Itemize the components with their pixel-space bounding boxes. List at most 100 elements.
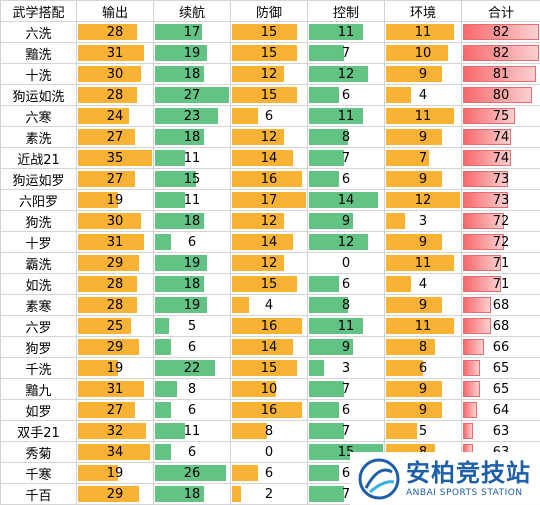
combo-name: 六寒: [0, 105, 77, 127]
output-cell: 19: [76, 462, 154, 484]
control-bar: [309, 402, 339, 418]
watermark: 安柏竞技站 ANBAI SPORTS STATION: [350, 452, 540, 505]
environment-value: 9: [418, 403, 428, 418]
sustain-cell: 18: [153, 210, 231, 232]
sustain-cell: 11: [153, 147, 231, 169]
sustain-bar: [155, 486, 204, 502]
total-value: 64: [492, 403, 510, 418]
sustain-bar: [155, 192, 185, 208]
output-bar: [78, 486, 139, 502]
sustain-value: 27: [183, 88, 201, 103]
control-value: 12: [337, 235, 355, 250]
sustain-value: 6: [187, 235, 197, 250]
sustain-value: 18: [183, 214, 201, 229]
environment-bar: [386, 360, 423, 376]
defense-value: 4: [264, 298, 274, 313]
sustain-cell: 15: [153, 168, 231, 190]
output-cell: 28: [76, 294, 154, 316]
output-bar: [78, 192, 118, 208]
total-bar: [463, 87, 532, 103]
table-row: 近战21 35 11 14 7 7 74: [0, 147, 540, 169]
defense-value: 14: [260, 151, 278, 166]
watermark-subtitle: ANBAI SPORTS STATION: [406, 487, 523, 498]
total-bar: [463, 45, 539, 61]
output-bar: [78, 171, 135, 187]
output-bar: [78, 465, 118, 481]
defense-cell: 16: [230, 315, 308, 337]
defense-value: 15: [260, 25, 278, 40]
combo-name: 如罗: [0, 399, 77, 421]
environment-bar: [386, 402, 442, 418]
defense-bar: [232, 150, 293, 166]
defense-cell: 15: [230, 21, 308, 43]
total-cell: 68: [461, 315, 540, 337]
total-value: 80: [492, 88, 510, 103]
environment-cell: 11: [384, 252, 462, 274]
header-row: 武学搭配 输出 续航 防御 控制 环境 合计: [0, 0, 540, 22]
sustain-value: 19: [183, 46, 201, 61]
environment-value: 11: [414, 256, 432, 271]
control-value: 9: [341, 214, 351, 229]
header-control: 控制: [307, 0, 385, 22]
control-value: 9: [341, 340, 351, 355]
environment-bar: [386, 213, 405, 229]
environment-bar: [386, 150, 429, 166]
sustain-value: 19: [183, 256, 201, 271]
sustain-bar: [155, 339, 171, 355]
environment-cell: 8: [384, 336, 462, 358]
control-bar: [309, 45, 344, 61]
control-cell: 7: [307, 378, 385, 400]
sustain-cell: 19: [153, 252, 231, 274]
sustain-cell: 27: [153, 84, 231, 106]
sustain-cell: 6: [153, 336, 231, 358]
sustain-cell: 18: [153, 126, 231, 148]
sustain-value: 19: [183, 298, 201, 313]
total-bar: [463, 129, 511, 145]
output-cell: 27: [76, 168, 154, 190]
defense-cell: 15: [230, 84, 308, 106]
output-value: 31: [106, 382, 124, 397]
sustain-bar: [155, 402, 171, 418]
sustain-cell: 23: [153, 105, 231, 127]
output-cell: 29: [76, 252, 154, 274]
sustain-value: 18: [183, 487, 201, 502]
defense-value: 15: [260, 88, 278, 103]
output-value: 34: [106, 445, 124, 460]
environment-value: 12: [414, 193, 432, 208]
control-cell: 9: [307, 336, 385, 358]
output-bar: [78, 87, 137, 103]
defense-bar: [232, 66, 284, 82]
control-value: 11: [337, 319, 355, 334]
output-cell: 29: [76, 483, 154, 505]
table-row: 六阳罗 19 11 17 14 12 73: [0, 189, 540, 211]
table-row: 狗运如洗 28 27 15 6 4 80: [0, 84, 540, 106]
control-bar: [309, 171, 339, 187]
total-bar: [463, 192, 508, 208]
control-bar: [309, 360, 324, 376]
control-value: 0: [341, 256, 351, 271]
combo-name: 黯洗: [0, 42, 77, 64]
table-row: 十罗 31 6 14 12 9 72: [0, 231, 540, 253]
combo-name: 千洗: [0, 357, 77, 379]
total-cell: 74: [461, 147, 540, 169]
control-cell: 6: [307, 84, 385, 106]
output-bar: [78, 150, 152, 166]
table-row: 素洗 27 18 12 8 9 74: [0, 126, 540, 148]
watermark-title: 安柏竞技站: [406, 458, 531, 487]
defense-bar: [232, 129, 284, 145]
control-cell: 8: [307, 126, 385, 148]
control-cell: 0: [307, 252, 385, 274]
environment-bar: [386, 339, 435, 355]
output-bar: [78, 402, 135, 418]
environment-cell: 9: [384, 168, 462, 190]
output-cell: 27: [76, 126, 154, 148]
environment-cell: 9: [384, 63, 462, 85]
environment-cell: 9: [384, 399, 462, 421]
total-bar: [463, 381, 480, 397]
total-bar: [463, 360, 480, 376]
sustain-bar: [155, 381, 177, 397]
output-cell: 27: [76, 399, 154, 421]
combo-name: 十罗: [0, 231, 77, 253]
output-bar: [78, 66, 141, 82]
total-value: 68: [492, 319, 510, 334]
